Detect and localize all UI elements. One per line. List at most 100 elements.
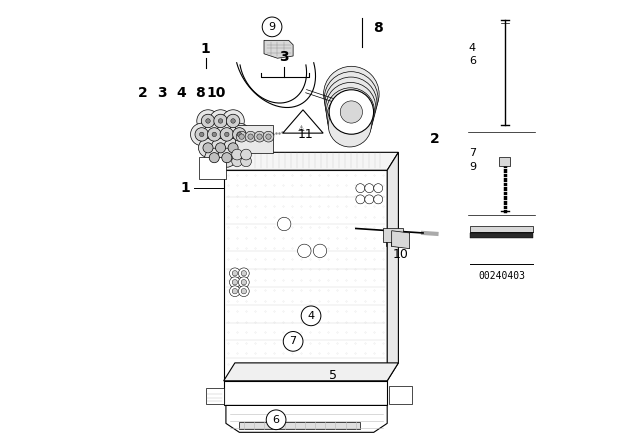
Polygon shape xyxy=(283,110,323,133)
Circle shape xyxy=(207,128,221,141)
Polygon shape xyxy=(224,170,387,381)
Text: 5: 5 xyxy=(329,369,337,382)
Circle shape xyxy=(328,99,372,143)
Circle shape xyxy=(278,217,291,231)
Text: 2: 2 xyxy=(138,86,148,100)
Circle shape xyxy=(266,410,286,430)
Circle shape xyxy=(298,244,311,258)
Circle shape xyxy=(206,119,210,123)
Circle shape xyxy=(203,143,213,153)
Circle shape xyxy=(327,93,374,140)
Circle shape xyxy=(301,306,321,326)
Circle shape xyxy=(232,289,237,294)
Circle shape xyxy=(218,148,236,167)
Circle shape xyxy=(232,149,243,160)
Circle shape xyxy=(241,271,246,276)
Circle shape xyxy=(209,153,220,163)
Polygon shape xyxy=(224,152,398,170)
Polygon shape xyxy=(392,231,410,249)
Polygon shape xyxy=(226,405,387,432)
Circle shape xyxy=(230,268,240,279)
Circle shape xyxy=(241,149,252,160)
Circle shape xyxy=(237,132,242,137)
Text: 1: 1 xyxy=(201,42,211,56)
Polygon shape xyxy=(224,363,398,381)
Circle shape xyxy=(227,114,240,128)
Text: ⚠: ⚠ xyxy=(298,124,305,133)
Circle shape xyxy=(239,277,249,288)
Circle shape xyxy=(222,153,232,163)
Circle shape xyxy=(225,132,229,137)
Polygon shape xyxy=(239,422,360,429)
Circle shape xyxy=(326,82,376,133)
Text: 7: 7 xyxy=(289,336,297,346)
Text: 3: 3 xyxy=(279,50,289,64)
Circle shape xyxy=(220,128,234,141)
Circle shape xyxy=(262,17,282,37)
Circle shape xyxy=(241,280,246,285)
Circle shape xyxy=(324,66,379,122)
Text: 4: 4 xyxy=(468,43,476,53)
Circle shape xyxy=(212,132,216,137)
Polygon shape xyxy=(235,125,273,153)
Circle shape xyxy=(239,134,244,139)
Circle shape xyxy=(218,119,223,123)
Text: 6: 6 xyxy=(273,415,280,425)
Circle shape xyxy=(326,88,374,136)
Circle shape xyxy=(324,72,378,125)
Circle shape xyxy=(374,195,383,204)
Circle shape xyxy=(284,332,303,351)
Circle shape xyxy=(374,184,383,193)
Text: 9: 9 xyxy=(269,22,276,32)
Circle shape xyxy=(356,195,365,204)
Circle shape xyxy=(232,280,237,285)
Circle shape xyxy=(228,123,251,146)
Circle shape xyxy=(222,110,244,132)
Circle shape xyxy=(328,104,371,147)
Text: 9: 9 xyxy=(468,162,476,172)
Circle shape xyxy=(325,77,377,129)
Text: 4: 4 xyxy=(307,311,315,321)
Circle shape xyxy=(228,143,238,153)
Text: 11: 11 xyxy=(298,128,314,141)
Bar xyxy=(206,388,224,404)
Circle shape xyxy=(314,244,327,258)
Circle shape xyxy=(263,131,274,142)
Circle shape xyxy=(200,132,204,137)
Circle shape xyxy=(340,101,362,123)
Circle shape xyxy=(230,286,240,297)
Circle shape xyxy=(232,271,237,276)
Text: 8: 8 xyxy=(195,86,205,100)
Circle shape xyxy=(197,110,219,132)
Bar xyxy=(389,386,412,404)
Circle shape xyxy=(216,123,238,146)
Text: 10: 10 xyxy=(206,86,226,100)
Circle shape xyxy=(205,148,224,167)
Polygon shape xyxy=(264,40,293,58)
Polygon shape xyxy=(224,381,387,405)
Text: 8: 8 xyxy=(373,21,383,35)
Circle shape xyxy=(236,131,247,142)
Circle shape xyxy=(245,131,256,142)
Circle shape xyxy=(365,184,374,193)
Circle shape xyxy=(223,138,243,157)
Circle shape xyxy=(257,134,262,139)
Circle shape xyxy=(191,123,213,146)
Circle shape xyxy=(231,119,236,123)
Circle shape xyxy=(201,114,215,128)
Bar xyxy=(470,233,532,238)
Circle shape xyxy=(239,268,249,279)
Text: 2: 2 xyxy=(430,132,440,146)
Circle shape xyxy=(365,195,374,204)
Circle shape xyxy=(230,277,240,288)
Polygon shape xyxy=(470,226,533,232)
Circle shape xyxy=(195,128,209,141)
Circle shape xyxy=(266,134,271,139)
Circle shape xyxy=(356,184,365,193)
Text: 00240403: 00240403 xyxy=(478,271,525,281)
Circle shape xyxy=(329,90,374,134)
Text: 1: 1 xyxy=(180,181,190,195)
Bar xyxy=(499,157,510,166)
Circle shape xyxy=(233,128,246,141)
Text: 3: 3 xyxy=(157,86,167,100)
